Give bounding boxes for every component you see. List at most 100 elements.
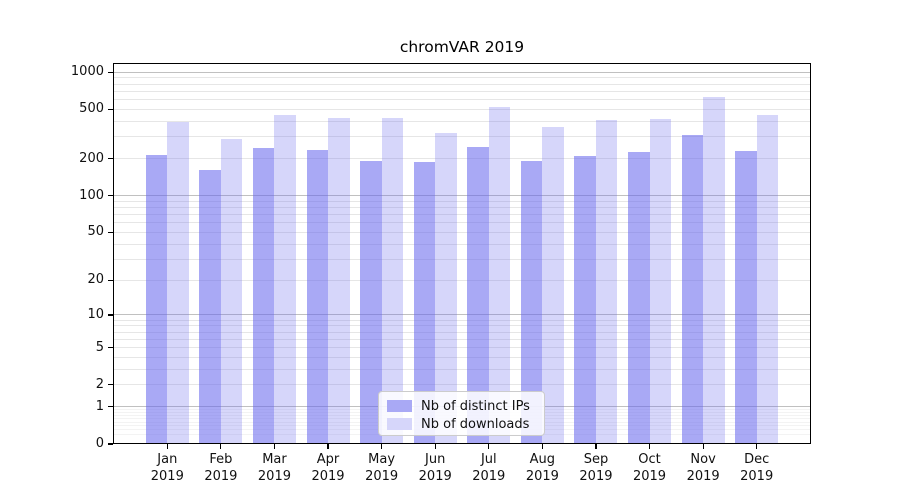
x-tick-sep — [595, 444, 597, 449]
y-tick-label-1000: 1000 — [70, 64, 104, 80]
gridline-30 — [113, 258, 811, 260]
y-tick-label-1: 1 — [95, 398, 104, 414]
gridline-400 — [113, 120, 811, 122]
x-tick-jan — [166, 444, 168, 449]
y-tick-label-20: 20 — [87, 272, 104, 288]
y-tick-label-100: 100 — [79, 187, 104, 203]
x-tick-label-sep: Sep 2019 — [579, 452, 613, 484]
x-tick-dec — [756, 444, 758, 449]
x-tick-label-oct: Oct 2019 — [632, 452, 667, 484]
y-tick-label-5: 5 — [95, 339, 104, 355]
bar-may-downloads — [381, 117, 404, 444]
gridline-90 — [113, 200, 811, 202]
gridline-20 — [113, 279, 811, 281]
y-tick-20 — [108, 279, 113, 281]
y-tick-label-2: 2 — [95, 376, 104, 392]
gridline-70 — [113, 214, 811, 216]
gridline-600 — [113, 99, 811, 101]
bar-jan-downloads — [167, 122, 189, 444]
bar-jan-ips — [145, 155, 168, 444]
y-tick-500 — [108, 108, 113, 111]
x-tick-label-may: May 2019 — [365, 452, 399, 484]
gridline-100 — [113, 195, 811, 197]
y-tick-label-0: 0 — [95, 436, 104, 451]
x-tick-nov — [702, 444, 704, 449]
gridline-7 — [113, 331, 811, 333]
chart-title: chromVAR 2019 — [399, 38, 525, 56]
gridline-80 — [113, 207, 811, 209]
legend-label-distinct-ips: Nb of distinct IPs — [421, 398, 530, 414]
y-tick-5 — [108, 346, 113, 349]
x-tick-feb — [220, 444, 222, 449]
x-tick-label-jan: Jan 2019 — [150, 452, 184, 484]
bar-oct-downloads — [649, 119, 672, 444]
gridline-5 — [113, 347, 811, 349]
gridline-800 — [113, 83, 811, 85]
x-tick-apr — [327, 444, 329, 449]
bar-aug-ips — [520, 160, 543, 444]
bar-aug-downloads — [542, 126, 564, 444]
bar-mar-downloads — [274, 114, 296, 444]
bar-feb-downloads — [220, 138, 243, 444]
bar-sep-downloads — [595, 119, 618, 444]
legend-swatch-distinct-ips — [387, 400, 412, 412]
x-tick-oct — [648, 444, 651, 449]
bar-jul-downloads — [488, 107, 511, 444]
gridline-3 — [113, 368, 811, 370]
bar-jun-downloads — [435, 132, 457, 444]
y-tick-200 — [108, 158, 113, 160]
y-tick-10 — [108, 314, 113, 316]
y-tick-50 — [108, 231, 113, 234]
legend: Nb of distinct IPs Nb of downloads — [378, 391, 545, 436]
x-tick-label-dec: Dec 2019 — [740, 452, 774, 484]
y-tick-100 — [108, 195, 113, 197]
x-tick-may — [381, 444, 383, 449]
bar-nov-downloads — [703, 97, 725, 444]
gridline-9 — [113, 319, 811, 321]
x-tick-label-feb: Feb 2019 — [204, 452, 238, 484]
gridline-40 — [113, 243, 811, 245]
gridline-1000 — [113, 71, 811, 73]
legend-item-distinct-ips: Nb of distinct IPs — [387, 397, 542, 415]
gridline-10 — [113, 314, 811, 316]
legend-item-downloads: Nb of downloads — [387, 415, 542, 433]
bar-may-ips — [360, 161, 382, 444]
x-tick-label-jul: Jul 2019 — [472, 452, 506, 484]
bar-jul-ips — [467, 146, 489, 444]
gridline-4 — [113, 356, 811, 358]
x-tick-label-mar: Mar 2019 — [257, 452, 291, 484]
y-tick-label-10: 10 — [87, 306, 104, 322]
bar-sep-ips — [574, 155, 596, 444]
bar-nov-ips — [681, 134, 704, 444]
gridline-60 — [113, 222, 811, 224]
x-tick-aug — [541, 444, 543, 449]
y-tick-label-200: 200 — [79, 150, 104, 166]
y-tick-label-50: 50 — [87, 224, 104, 240]
y-tick-1 — [108, 406, 113, 408]
bar-oct-ips — [628, 152, 650, 444]
y-tick-1000 — [108, 71, 113, 73]
bar-apr-ips — [306, 150, 329, 444]
gridline-50 — [113, 231, 811, 233]
bar-jun-ips — [413, 161, 436, 444]
gridline-500 — [113, 108, 811, 110]
gridline-2 — [113, 384, 811, 386]
gridline-200 — [113, 158, 811, 160]
gridline-700 — [113, 90, 811, 92]
bar-feb-ips — [199, 169, 221, 444]
gridline-8 — [113, 325, 811, 327]
x-tick-jun — [434, 444, 436, 449]
y-tick-2 — [108, 384, 113, 386]
bar-dec-ips — [735, 151, 757, 444]
gridline-900 — [113, 77, 811, 79]
gridline-300 — [113, 136, 811, 138]
x-tick-label-jun: Jun 2019 — [418, 452, 452, 484]
legend-label-downloads: Nb of downloads — [421, 416, 530, 432]
x-tick-label-nov: Nov 2019 — [686, 452, 720, 484]
bar-apr-downloads — [328, 117, 350, 444]
gridline-6 — [113, 338, 811, 340]
x-tick-mar — [273, 444, 276, 449]
x-tick-jul — [488, 444, 490, 449]
x-tick-label-aug: Aug 2019 — [525, 452, 559, 484]
